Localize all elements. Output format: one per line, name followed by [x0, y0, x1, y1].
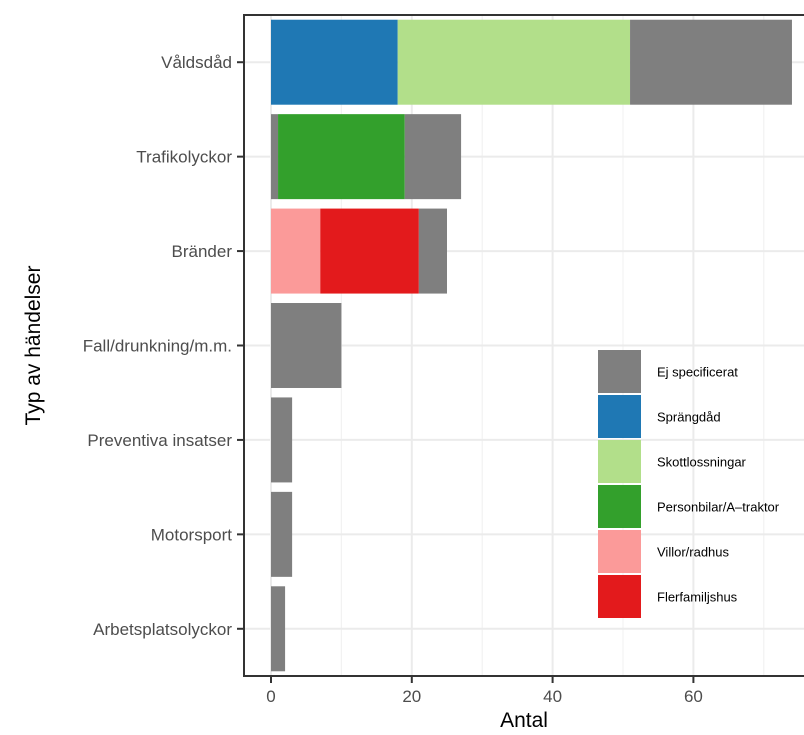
- bar-segment: [271, 586, 286, 672]
- legend-key: [598, 530, 641, 573]
- bars: [271, 19, 792, 672]
- y-tick-label: Våldsdåd: [161, 53, 232, 72]
- y-tick-label: Motorsport: [151, 525, 233, 544]
- bar-segment: [320, 208, 419, 294]
- axes: Våldsdåd Trafikolyckor Bränder Fall/drunkni…: [83, 14, 804, 706]
- bar-segment: [397, 19, 631, 105]
- x-tick-label: 20: [402, 687, 421, 706]
- bar-segment: [271, 208, 321, 294]
- y-tick-label: Fall/drunkning/m.m.: [83, 337, 232, 356]
- legend-label: Flerfamiljshus: [657, 590, 738, 605]
- legend-key: [598, 575, 641, 618]
- x-tick-label: 0: [266, 687, 275, 706]
- bar-segment: [278, 114, 405, 200]
- bar-segment: [271, 397, 293, 483]
- legend-key: [598, 395, 641, 438]
- legend-label: Ej specificerat: [657, 365, 738, 380]
- legend-label: Villor/radhus: [657, 545, 730, 560]
- bar-segment: [630, 19, 792, 105]
- y-tick-label: Preventiva insatser: [87, 431, 232, 450]
- y-tick-label: Bränder: [172, 242, 233, 261]
- x-tick-label: 40: [543, 687, 562, 706]
- bar-segment: [404, 114, 462, 200]
- bar-segment: [418, 208, 447, 294]
- y-tick-label: Trafikolyckor: [136, 148, 232, 167]
- bar-segment: [271, 19, 398, 105]
- bar-segment: [271, 303, 342, 388]
- legend-key: [598, 350, 641, 393]
- legend-label: Personbilar/A–traktor: [657, 500, 780, 515]
- y-axis-title: Typ av händelser: [22, 266, 45, 426]
- y-tick-label: Arbetsplatsolyckor: [93, 620, 232, 639]
- legend-key: [598, 485, 641, 528]
- bar-segment: [271, 114, 279, 200]
- legend: Ej specificerat Sprängdåd Skottlossningar P…: [598, 350, 780, 618]
- legend-label: Skottlossningar: [657, 455, 747, 470]
- legend-label: Sprängdåd: [657, 410, 721, 425]
- x-tick-label: 60: [684, 687, 703, 706]
- bar-segment: [271, 491, 293, 577]
- legend-key: [598, 440, 641, 483]
- x-axis-title: Antal: [500, 709, 548, 732]
